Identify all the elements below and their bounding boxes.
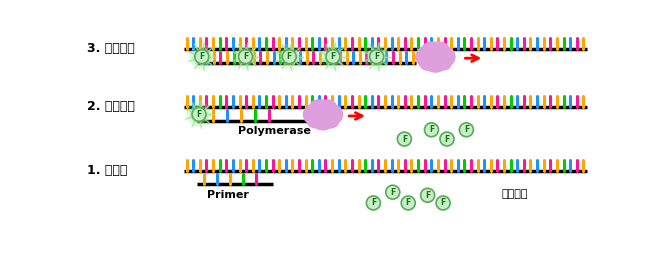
- Ellipse shape: [369, 50, 384, 64]
- Ellipse shape: [366, 196, 381, 210]
- Text: F: F: [425, 191, 430, 200]
- Ellipse shape: [428, 42, 443, 57]
- Ellipse shape: [234, 45, 258, 68]
- Ellipse shape: [321, 45, 345, 68]
- Ellipse shape: [416, 47, 436, 67]
- Ellipse shape: [436, 196, 450, 210]
- Ellipse shape: [422, 42, 440, 60]
- Ellipse shape: [431, 42, 449, 60]
- Ellipse shape: [309, 102, 337, 130]
- Ellipse shape: [187, 103, 211, 126]
- Ellipse shape: [193, 48, 211, 66]
- Ellipse shape: [436, 47, 455, 67]
- Ellipse shape: [280, 48, 299, 66]
- Text: F: F: [371, 198, 376, 208]
- Ellipse shape: [277, 45, 301, 68]
- Ellipse shape: [190, 45, 214, 68]
- Text: F: F: [444, 135, 449, 144]
- Text: F: F: [390, 188, 395, 197]
- Ellipse shape: [440, 132, 454, 146]
- Ellipse shape: [238, 50, 252, 64]
- Text: F: F: [429, 125, 434, 134]
- Ellipse shape: [309, 100, 327, 118]
- Text: F: F: [464, 125, 469, 134]
- Ellipse shape: [386, 185, 400, 199]
- Text: F: F: [406, 198, 411, 208]
- Ellipse shape: [420, 188, 434, 202]
- Text: Primer: Primer: [207, 190, 249, 200]
- Text: 1. 热变性: 1. 热变性: [87, 164, 127, 177]
- Text: 3. 延伸反应: 3. 延伸反应: [87, 42, 134, 55]
- Text: 2. 引物退火: 2. 引物退火: [87, 100, 134, 113]
- Text: F: F: [330, 52, 336, 61]
- Text: F: F: [199, 52, 205, 61]
- Text: F: F: [197, 110, 202, 119]
- Ellipse shape: [422, 44, 449, 72]
- Ellipse shape: [195, 50, 209, 64]
- Text: F: F: [440, 198, 446, 208]
- Ellipse shape: [401, 196, 415, 210]
- Ellipse shape: [324, 113, 339, 128]
- Text: F: F: [374, 52, 379, 61]
- Text: F: F: [402, 135, 407, 144]
- Ellipse shape: [192, 107, 206, 121]
- Ellipse shape: [324, 48, 342, 66]
- Ellipse shape: [282, 50, 296, 64]
- Text: F: F: [287, 52, 292, 61]
- Ellipse shape: [365, 45, 389, 68]
- Text: 荺光物质: 荺光物质: [501, 189, 528, 199]
- Ellipse shape: [397, 132, 411, 146]
- Ellipse shape: [315, 100, 331, 115]
- Ellipse shape: [307, 113, 322, 128]
- Text: F: F: [243, 52, 248, 61]
- Ellipse shape: [424, 123, 438, 137]
- Ellipse shape: [459, 123, 473, 137]
- Ellipse shape: [236, 48, 255, 66]
- Ellipse shape: [319, 100, 337, 118]
- Ellipse shape: [326, 50, 340, 64]
- Text: Polymerase: Polymerase: [238, 126, 310, 136]
- Ellipse shape: [190, 105, 208, 123]
- Ellipse shape: [323, 105, 342, 124]
- Ellipse shape: [367, 48, 386, 66]
- Ellipse shape: [303, 105, 323, 124]
- Ellipse shape: [436, 55, 451, 70]
- Ellipse shape: [419, 55, 435, 70]
